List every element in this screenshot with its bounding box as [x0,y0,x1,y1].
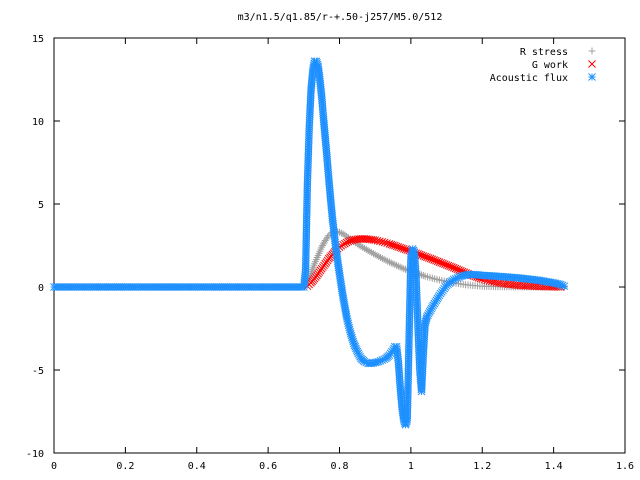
legend-marker [588,60,596,68]
data-point [364,246,372,254]
data-point [394,262,402,270]
data-point [344,234,352,242]
legend: R stress G work Acoustic flux [490,47,596,84]
data-point [384,257,392,265]
data-point [371,236,380,245]
data-point [383,239,391,248]
data-point [391,261,399,269]
legend-marker [588,47,596,55]
data-point [380,255,388,263]
data-point [382,256,390,264]
data-point [319,242,327,249]
data-point [385,258,393,266]
data-point [375,253,383,261]
data-point [389,260,397,268]
data-point [371,251,379,259]
data-point [398,264,406,272]
data-point [373,252,381,260]
data-point [319,240,327,248]
data-point [362,245,370,253]
data-point [337,229,345,237]
data-point [357,242,365,250]
y-tick-label: 15 [32,34,44,45]
x-tick-label: 1.2 [473,461,491,472]
legend-label: G work [532,60,568,71]
data-point [378,254,386,262]
data-point [378,237,387,246]
x-tick-label: 0.8 [330,461,348,472]
x-tick-label: 0.6 [259,461,277,472]
data-point [377,253,385,261]
data-point [341,231,349,239]
data-point [352,239,360,247]
legend-label: R stress [520,47,568,58]
data-point [366,248,374,256]
y-tick-label: -10 [26,449,44,460]
y-tick-label: 0 [38,283,44,294]
data-point [369,250,377,258]
y-tick-label: -5 [32,366,44,377]
data-point [376,237,384,246]
data-point [560,282,569,291]
x-tick-label: 0.4 [188,461,206,472]
data-point [393,261,401,269]
series-acoustic-flux [50,57,569,429]
x-tick-label: 1.6 [616,461,634,472]
chart-title: m3/n1.5/q1.85/r-+.50-j257/M5.0/512 [238,12,443,23]
data-point [558,281,567,290]
data-point [400,265,408,273]
data-point [373,236,382,245]
series-layer [50,57,569,429]
data-point [359,243,367,251]
data-point [339,230,347,238]
data-point [318,243,326,251]
data-point [419,272,427,280]
x-tick-label: 1.4 [545,461,563,472]
y-tick-label: 5 [38,200,44,211]
data-point [343,232,351,240]
data-point [387,259,395,267]
x-tick-label: 1 [408,461,414,472]
data-point [396,263,404,271]
data-point [360,244,368,252]
axis-ticks: 0 0.2 0.4 0.6 0.8 1 1.2 1.4 1.6 -10 -5 0 5 10 15 [26,34,634,472]
legend-label: Acoustic flux [490,73,568,84]
y-tick-label: 10 [32,117,44,128]
data-point [368,249,376,257]
data-point [380,238,389,247]
legend-marker [588,73,596,81]
data-point [324,233,332,241]
x-tick-label: 0.2 [116,461,134,472]
x-tick-label: 0 [51,461,57,472]
